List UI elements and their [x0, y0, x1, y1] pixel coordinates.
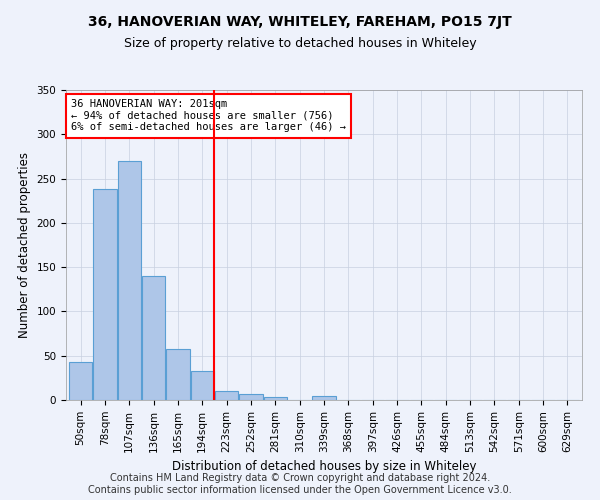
X-axis label: Distribution of detached houses by size in Whiteley: Distribution of detached houses by size …	[172, 460, 476, 473]
Bar	[142, 276, 165, 400]
Bar	[118, 161, 141, 400]
Bar	[69, 362, 92, 400]
Bar	[239, 394, 263, 400]
Text: Size of property relative to detached houses in Whiteley: Size of property relative to detached ho…	[124, 38, 476, 51]
Bar	[264, 398, 287, 400]
Y-axis label: Number of detached properties: Number of detached properties	[18, 152, 31, 338]
Bar	[191, 371, 214, 400]
Bar	[166, 348, 190, 400]
Text: 36, HANOVERIAN WAY, WHITELEY, FAREHAM, PO15 7JT: 36, HANOVERIAN WAY, WHITELEY, FAREHAM, P…	[88, 15, 512, 29]
Bar	[215, 391, 238, 400]
Text: 36 HANOVERIAN WAY: 201sqm
← 94% of detached houses are smaller (756)
6% of semi-: 36 HANOVERIAN WAY: 201sqm ← 94% of detac…	[71, 100, 346, 132]
Bar	[94, 189, 116, 400]
Text: Contains HM Land Registry data © Crown copyright and database right 2024.
Contai: Contains HM Land Registry data © Crown c…	[88, 474, 512, 495]
Bar	[313, 396, 335, 400]
